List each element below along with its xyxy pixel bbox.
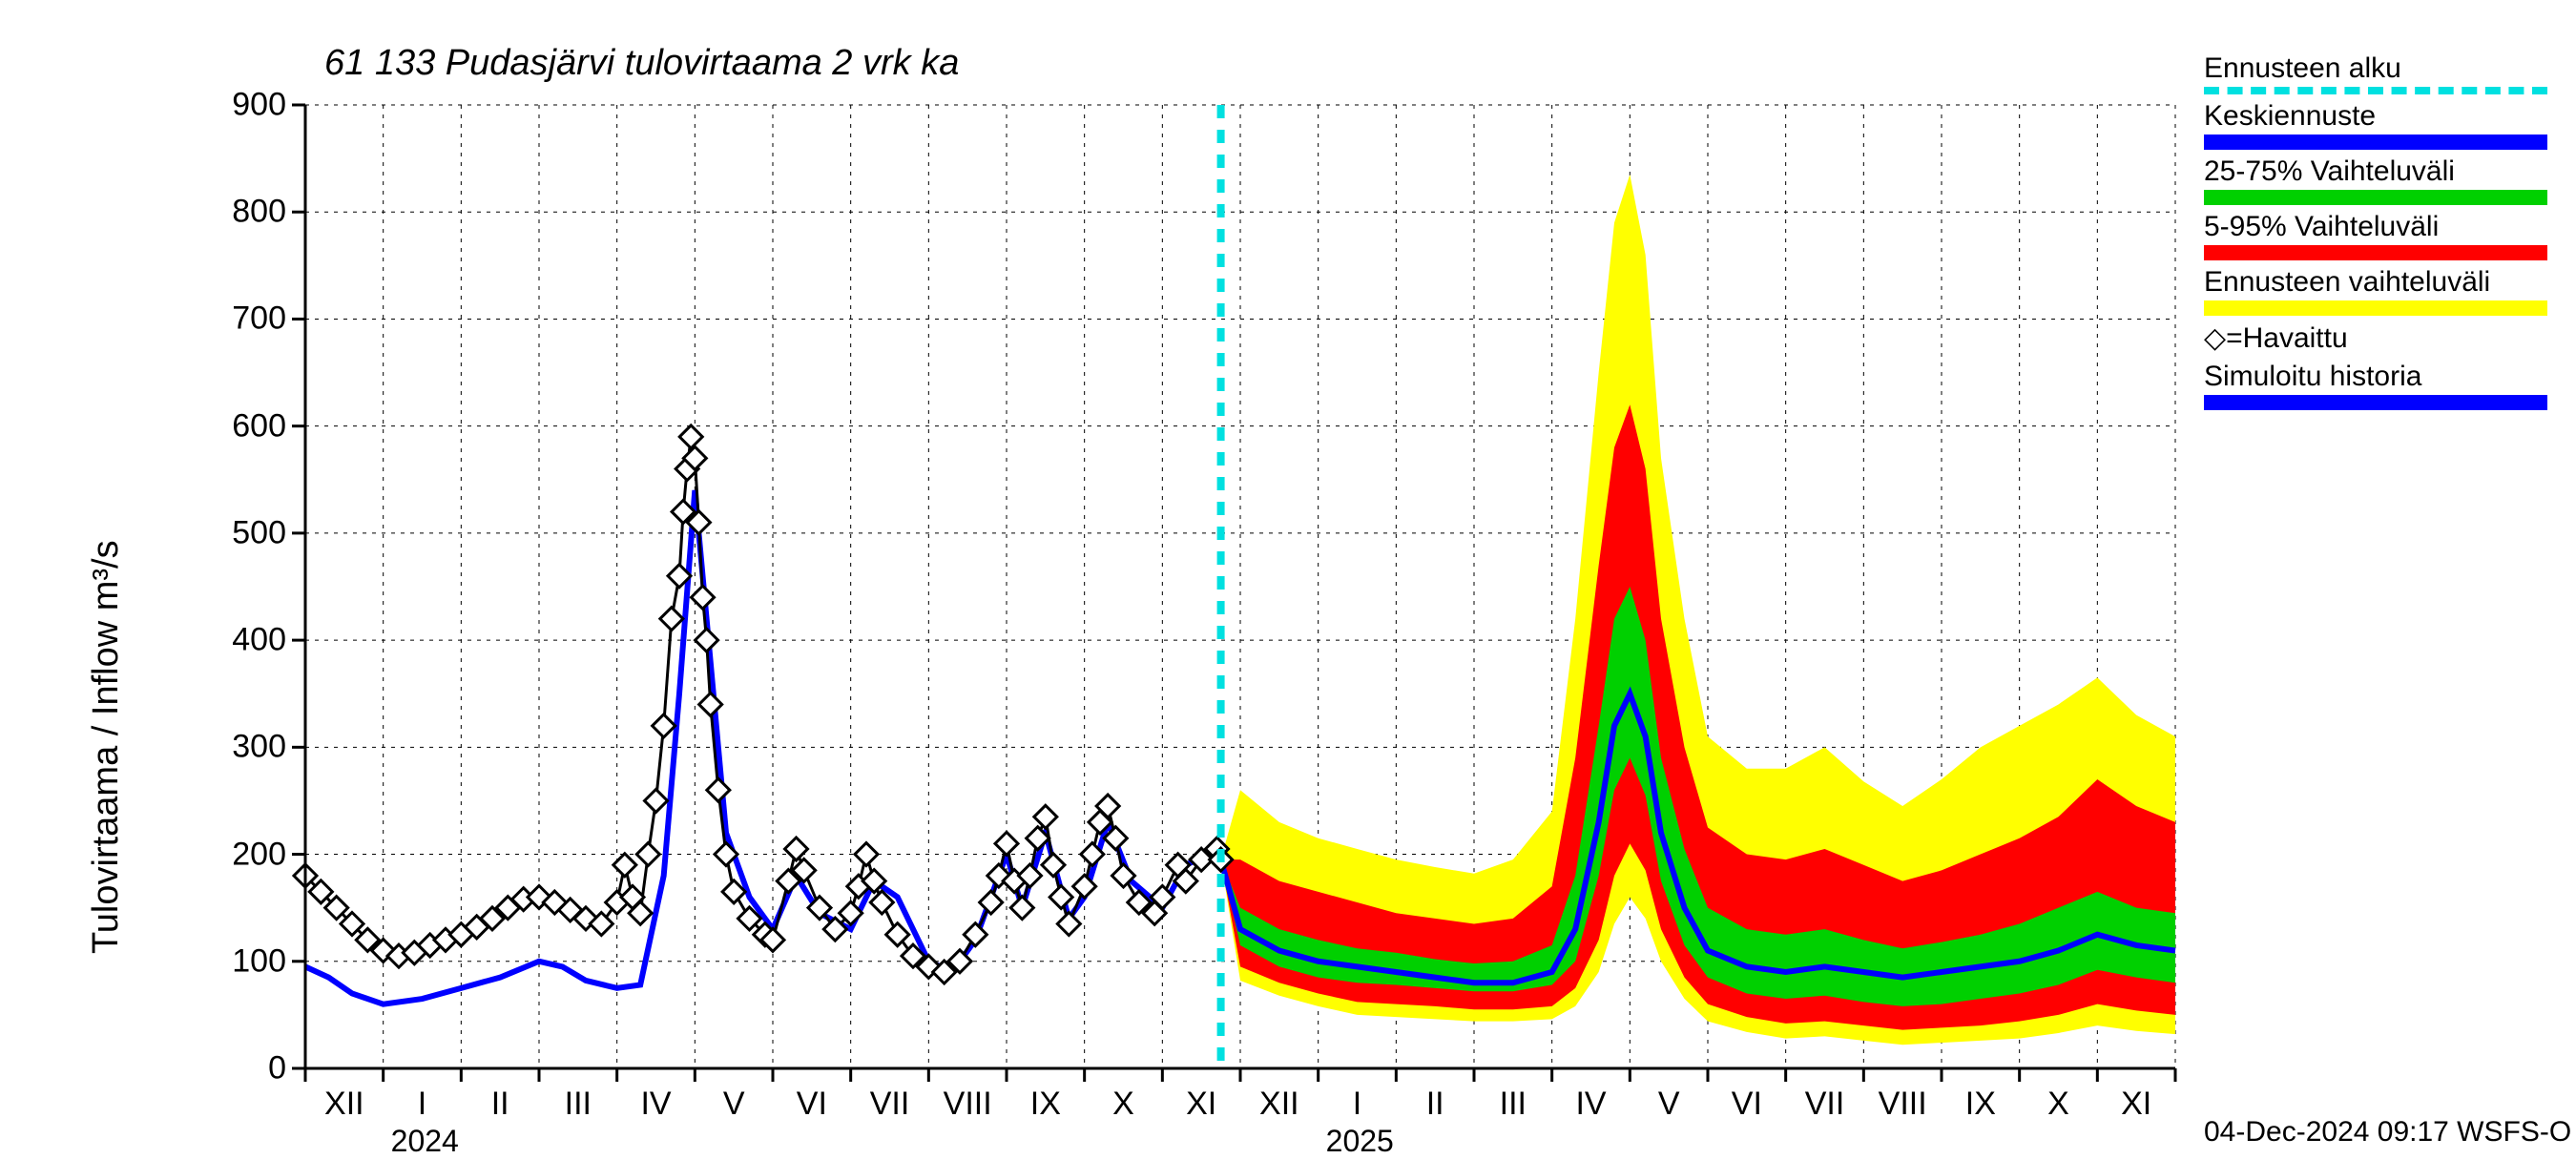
x-tick-label: IV xyxy=(640,1086,671,1123)
legend-item: Simuloitu historia xyxy=(2204,361,2547,410)
legend-swatch xyxy=(2204,190,2547,205)
x-tick-label: XII xyxy=(1259,1086,1299,1123)
x-tick-label: II xyxy=(1426,1086,1444,1123)
chart-container: 61 133 Pudasjärvi tulovirtaama 2 vrk ka … xyxy=(0,0,2576,1145)
x-tick-label: XI xyxy=(1186,1086,1216,1123)
legend-swatch xyxy=(2204,135,2547,150)
footer-timestamp: 04-Dec-2024 09:17 WSFS-O xyxy=(2204,1116,2571,1149)
legend: Ennusteen alku Keskiennuste 25-75% Vaihtel… xyxy=(2204,52,2547,416)
year-label: 2025 xyxy=(1326,1124,1394,1159)
x-tick-label: VIII xyxy=(1879,1086,1927,1123)
x-tick-label: VIII xyxy=(944,1086,992,1123)
legend-label: Keskiennuste xyxy=(2204,100,2547,133)
x-tick-label: III xyxy=(1500,1086,1527,1123)
legend-swatch xyxy=(2204,300,2547,316)
legend-item: Ennusteen alku xyxy=(2204,52,2547,94)
legend-label: Ennusteen vaihteluväli xyxy=(2204,266,2547,299)
y-tick-label: 100 xyxy=(210,942,286,980)
y-tick-label: 700 xyxy=(210,300,286,338)
legend-item: Keskiennuste xyxy=(2204,100,2547,150)
chart-plot xyxy=(0,0,2576,1145)
x-tick-label: VI xyxy=(1732,1086,1762,1123)
y-tick-label: 0 xyxy=(210,1050,286,1087)
x-tick-label: VII xyxy=(1805,1086,1845,1123)
x-tick-label: III xyxy=(565,1086,592,1123)
x-tick-label: VII xyxy=(870,1086,910,1123)
legend-label: Simuloitu historia xyxy=(2204,361,2547,393)
y-tick-label: 400 xyxy=(210,622,286,659)
legend-swatch xyxy=(2204,395,2547,410)
x-tick-label: VI xyxy=(797,1086,827,1123)
chart-title: 61 133 Pudasjärvi tulovirtaama 2 vrk ka xyxy=(324,43,959,84)
legend-item: ◇=Havaittu xyxy=(2204,321,2547,355)
legend-label: Ennusteen alku xyxy=(2204,52,2547,85)
x-tick-label: II xyxy=(491,1086,509,1123)
x-tick-label: I xyxy=(418,1086,426,1123)
y-tick-label: 300 xyxy=(210,729,286,766)
x-tick-label: IX xyxy=(1965,1086,1996,1123)
legend-label: 25-75% Vaihteluväli xyxy=(2204,155,2547,188)
x-tick-label: I xyxy=(1353,1086,1361,1123)
x-tick-label: X xyxy=(2047,1086,2069,1123)
x-tick-label: IV xyxy=(1575,1086,1606,1123)
y-tick-label: 800 xyxy=(210,194,286,231)
x-tick-label: X xyxy=(1112,1086,1134,1123)
x-tick-label: V xyxy=(1658,1086,1680,1123)
legend-swatch xyxy=(2204,245,2547,260)
x-tick-label: XI xyxy=(2121,1086,2151,1123)
x-tick-label: XII xyxy=(324,1086,364,1123)
legend-swatch xyxy=(2204,87,2547,94)
x-tick-label: IX xyxy=(1030,1086,1061,1123)
year-label: 2024 xyxy=(391,1124,459,1159)
y-axis-label: Tulovirtaama / Inflow m³/s xyxy=(86,540,127,954)
y-tick-label: 900 xyxy=(210,87,286,124)
y-tick-label: 600 xyxy=(210,407,286,445)
y-tick-label: 200 xyxy=(210,836,286,873)
y-tick-label: 500 xyxy=(210,514,286,551)
legend-item: 5-95% Vaihteluväli xyxy=(2204,211,2547,260)
legend-label: 5-95% Vaihteluväli xyxy=(2204,211,2547,243)
x-tick-label: V xyxy=(723,1086,745,1123)
legend-label: ◇=Havaittu xyxy=(2204,321,2547,355)
legend-item: 25-75% Vaihteluväli xyxy=(2204,155,2547,205)
legend-item: Ennusteen vaihteluväli xyxy=(2204,266,2547,316)
